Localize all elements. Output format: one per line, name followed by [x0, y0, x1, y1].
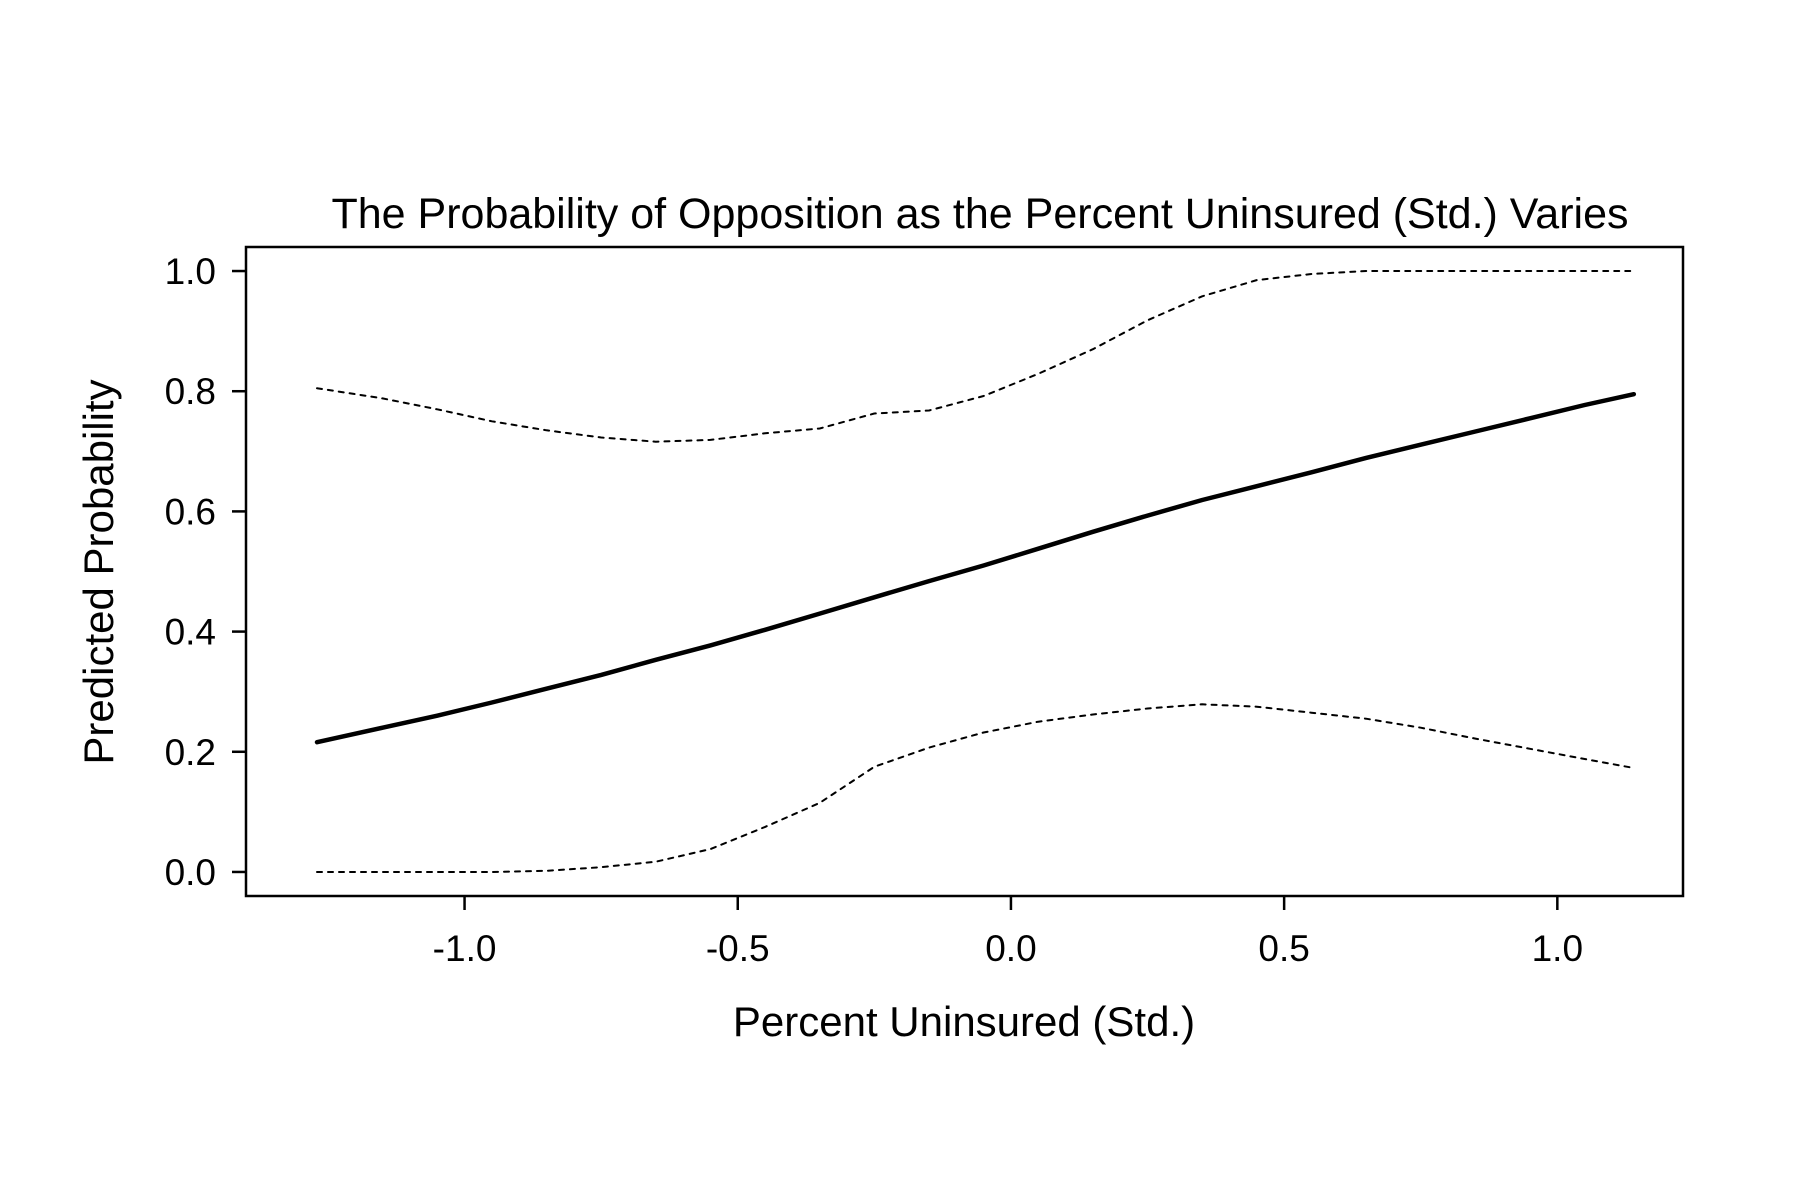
- y-tick-label: 0.4: [165, 612, 216, 653]
- plot-frame: [244, 245, 1685, 898]
- x-axis-label: Percent Uninsured (Std.): [733, 998, 1195, 1045]
- chart-title: The Probability of Opposition as the Per…: [331, 190, 1628, 238]
- y-axis: 0.0 0.2 0.4 0.6 0.8 1.0: [165, 251, 246, 893]
- series-line-upper-bound: [316, 270, 1635, 443]
- y-tick-label: 0.8: [165, 371, 216, 412]
- series-line-estimate: [314, 391, 1637, 745]
- x-tick-label: 0.5: [1258, 928, 1309, 969]
- y-axis-label: Predicted Probability: [75, 379, 122, 764]
- x-tick-label: -1.0: [433, 928, 497, 969]
- y-tick-label: 1.0: [165, 251, 216, 292]
- y-tick-label: 0.0: [165, 852, 216, 893]
- series-layer: [314, 270, 1637, 873]
- x-tick-label: 0.0: [985, 928, 1036, 969]
- x-tick-label: -0.5: [706, 928, 770, 969]
- x-axis: -1.0 -0.5 0.0 0.5 1.0: [433, 896, 1583, 969]
- y-tick-label: 0.2: [165, 732, 216, 773]
- y-tick-label: 0.6: [165, 491, 216, 532]
- x-tick-label: 1.0: [1532, 928, 1583, 969]
- series-line-lower-bound: [316, 703, 1635, 873]
